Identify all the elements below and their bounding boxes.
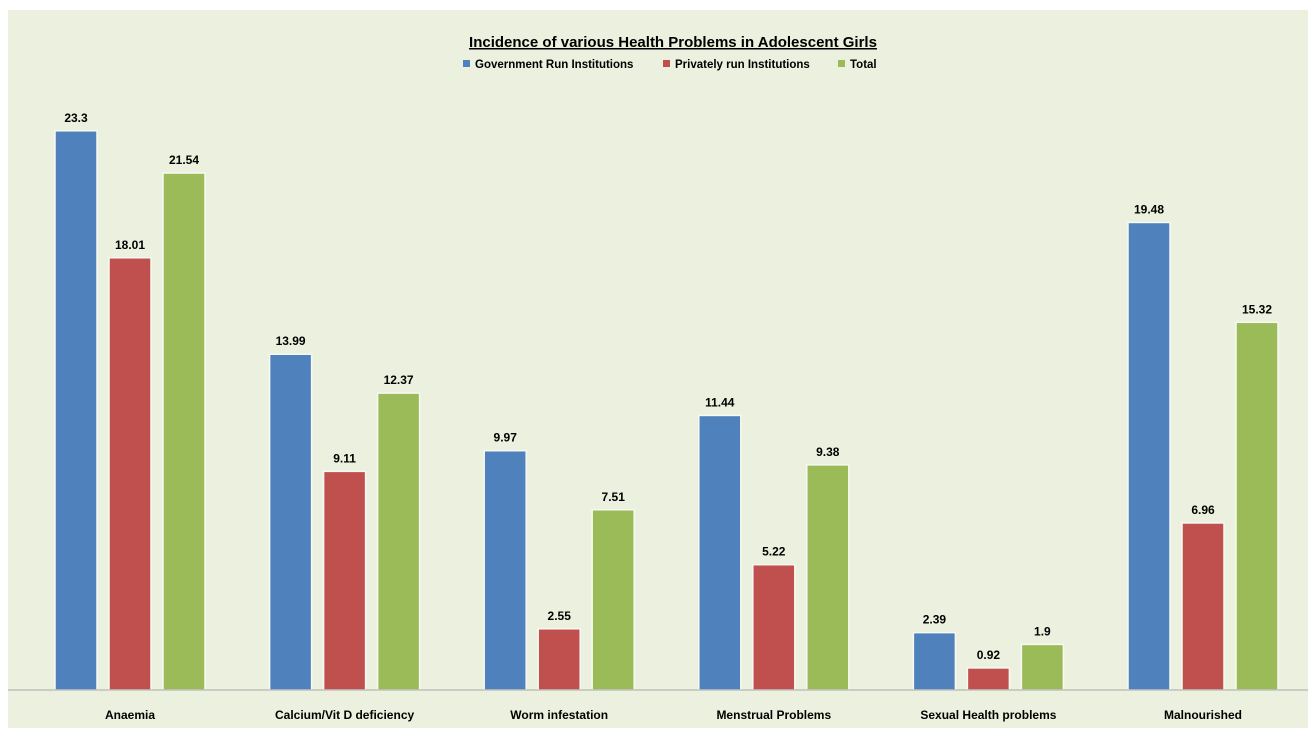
data-label-0-0: 23.3: [64, 111, 88, 125]
data-label-3-0: 11.44: [705, 395, 735, 409]
bar-2-0: [483, 449, 527, 691]
category-label-4: Sexual Health problems: [920, 708, 1056, 722]
bar-chart: Incidence of various Health Problems in …: [8, 34, 1308, 722]
bar-4-0: [912, 631, 957, 691]
data-label-0-1: 18.01: [115, 238, 145, 252]
category-label-0: Anaemia: [105, 708, 155, 722]
legend: Government Run Institutions Privately run…: [463, 59, 877, 71]
bar-3-0: [698, 414, 742, 691]
chart-title: Incidence of various Health Problems in …: [469, 34, 877, 51]
bar-3-2: [806, 464, 850, 691]
bar-1-1: [322, 470, 367, 691]
data-label-4-2: 1.9: [1034, 624, 1051, 638]
bar-1-2: [376, 392, 421, 691]
bar-0-2: [162, 172, 206, 691]
category-label-2: Worm infestation: [510, 708, 608, 722]
legend-label-0: Government Run Institutions: [475, 59, 633, 71]
bar-0-1: [108, 257, 152, 691]
data-label-5-0: 19.48: [1134, 202, 1164, 216]
legend-swatch-0: [463, 60, 470, 67]
legend-swatch-1: [663, 60, 670, 67]
data-label-5-1: 6.96: [1191, 503, 1215, 517]
data-label-0-2: 21.54: [169, 153, 199, 167]
legend-swatch-2: [838, 60, 845, 67]
data-label-1-0: 13.99: [276, 334, 306, 348]
data-label-4-0: 2.39: [923, 613, 947, 627]
bar-4-2: [1020, 643, 1065, 691]
data-label-3-2: 9.38: [816, 445, 840, 459]
chart-area: Incidence of various Health Problems in …: [8, 10, 1308, 728]
data-label-1-1: 9.11: [333, 451, 356, 465]
bar-5-2: [1235, 321, 1279, 691]
category-label-5: Malnourished: [1164, 708, 1242, 722]
bar-2-1: [537, 628, 581, 691]
legend-label-1: Privately run Institutions: [675, 59, 810, 71]
bar-5-0: [1127, 221, 1171, 691]
category-label-1: Calcium/Vit D deficiency: [275, 708, 414, 722]
bar-5-1: [1181, 522, 1225, 691]
data-label-2-2: 7.51: [602, 490, 626, 504]
bars-group: [54, 130, 1279, 691]
data-label-4-1: 0.92: [977, 648, 1001, 662]
data-label-2-0: 9.97: [494, 431, 518, 445]
data-label-2-1: 2.55: [548, 609, 572, 623]
bar-4-1: [966, 667, 1011, 691]
data-label-1-2: 12.37: [384, 373, 414, 387]
category-label-3: Menstrual Problems: [716, 708, 831, 722]
bar-2-2: [591, 509, 635, 691]
bar-0-0: [54, 130, 98, 691]
bar-1-0: [268, 353, 313, 691]
data-labels-group: 23.3 18.01 21.54 13.99 9.11 12.37 9.97 2.55 7.51…: [64, 111, 1272, 662]
legend-label-2: Total: [850, 59, 877, 71]
data-label-3-1: 5.22: [762, 545, 786, 559]
bar-3-1: [752, 563, 796, 691]
category-labels-group: Anaemia Calcium/Vit D deficiency Worm infe…: [105, 708, 1242, 722]
data-label-5-2: 15.32: [1242, 302, 1272, 316]
